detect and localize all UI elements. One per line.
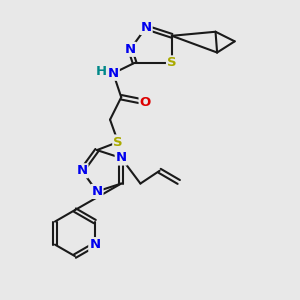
Text: N: N <box>116 152 127 164</box>
Text: N: N <box>76 164 88 177</box>
Text: N: N <box>140 21 152 34</box>
Text: N: N <box>89 238 100 251</box>
Text: O: O <box>140 96 151 109</box>
Text: S: S <box>113 136 123 148</box>
Text: N: N <box>124 43 136 56</box>
Text: S: S <box>167 56 177 69</box>
Text: H: H <box>95 65 107 78</box>
Text: N: N <box>92 185 103 198</box>
Text: N: N <box>108 67 119 80</box>
